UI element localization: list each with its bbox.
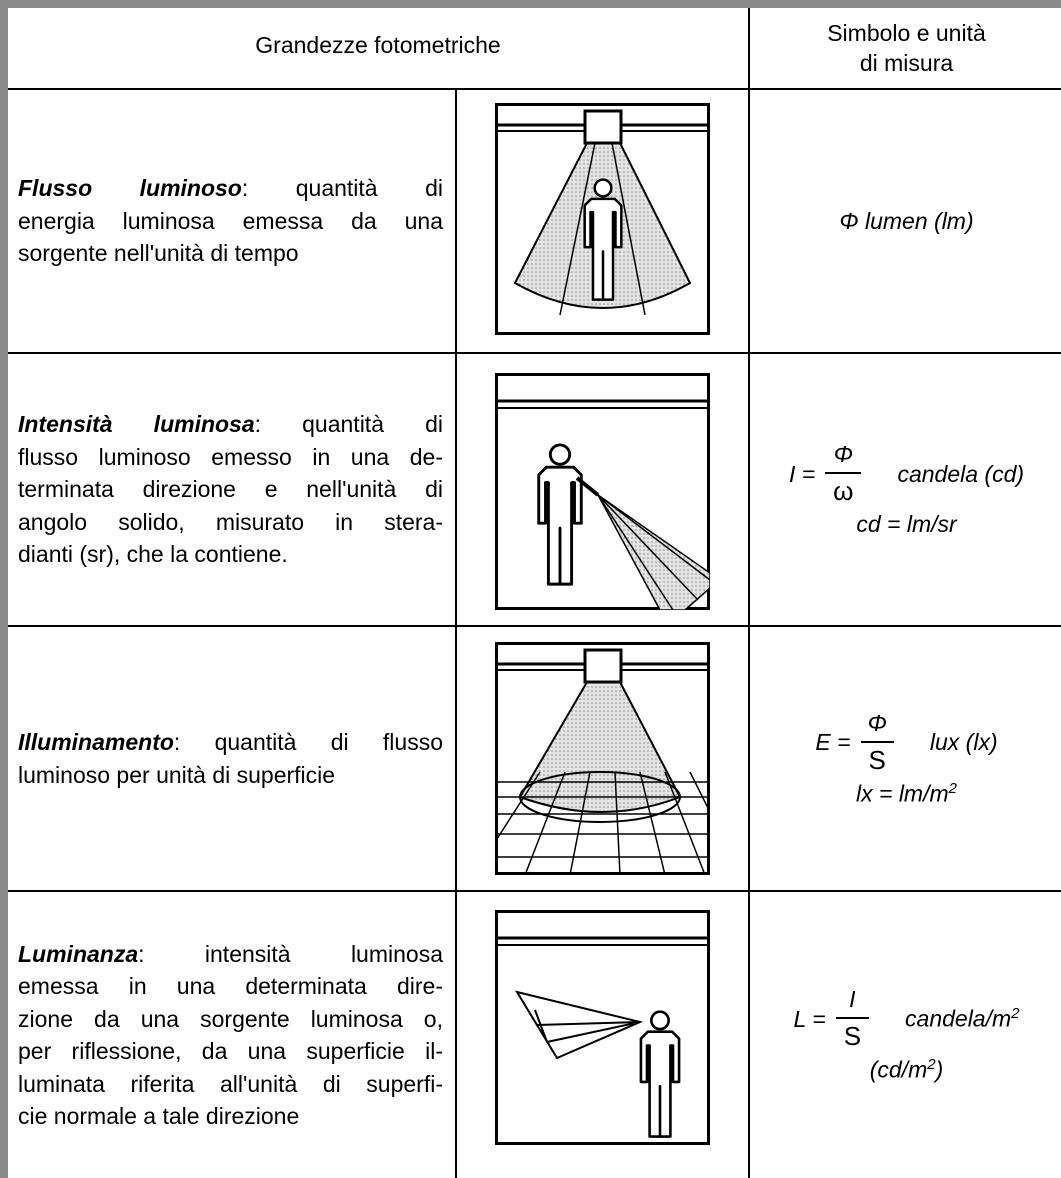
rule	[8, 352, 1061, 354]
denominator: ω	[825, 472, 862, 507]
definition-line: terminata direzione e nell'unità di	[18, 473, 443, 506]
text: candela (cd)	[897, 460, 1025, 487]
superscript: 2	[927, 1056, 936, 1074]
illustration	[495, 103, 710, 335]
illustration	[495, 642, 710, 875]
superscript: 2	[1011, 1005, 1020, 1023]
formula-lhs: L =	[793, 1005, 826, 1032]
numerator: Φ	[867, 709, 887, 736]
formula-lhs: E =	[815, 729, 851, 756]
denominator: S	[835, 1017, 870, 1052]
unit: candela/m2	[905, 1005, 1019, 1033]
definition: Intensità luminosa: quantità di flusso lu…	[18, 354, 443, 625]
unit-note: cd = lm/sr	[856, 511, 956, 538]
text: : quantità di	[241, 175, 444, 202]
text: )	[935, 1056, 944, 1083]
formula: Φ lumen (lm)	[839, 208, 973, 235]
text: zione da una sorgente luminosa o,	[18, 1005, 443, 1032]
term: Illuminamento	[18, 729, 174, 755]
header: Simbolo e unità di misura	[750, 18, 1061, 78]
definition: Flusso luminoso: quantità di energia lumi…	[18, 90, 443, 352]
header-text: Grandezze fotometriche	[255, 32, 501, 58]
rule	[8, 88, 1061, 90]
definition-line: Intensità luminosa: quantità di	[18, 408, 443, 441]
text: energia luminosa emessa da una	[18, 207, 443, 234]
definition: Luminanza: intensità luminosa emessa in u…	[18, 892, 443, 1178]
definition-line: luminata riferita all'unità di superfi-	[18, 1068, 443, 1101]
numerator: Φ	[833, 441, 853, 467]
text: per riflessione, da una superficie il-	[18, 1038, 443, 1064]
term: Flusso luminoso	[18, 175, 242, 202]
text: luminoso per unità di superficie	[18, 761, 336, 788]
text: lx = lm/m	[856, 780, 949, 807]
formula-lhs: I =	[788, 460, 816, 487]
text: : quantità di	[254, 411, 443, 438]
symbol: Φ lumen (lm)	[750, 90, 1061, 352]
unit: lux (lx)	[930, 729, 998, 756]
text: candela/m	[905, 1006, 1012, 1032]
superscript: 2	[948, 779, 957, 797]
definition-line: flusso luminoso emesso in una de-	[18, 441, 443, 474]
text: : quantità di flusso	[173, 729, 443, 755]
term: Intensità luminosa	[18, 411, 255, 438]
definition-line: zione da una sorgente luminosa o,	[18, 1003, 443, 1036]
definition-line: Luminanza: intensità luminosa	[18, 938, 443, 971]
definition-line: sorgente nell'unità di tempo	[18, 237, 443, 270]
numerator: I	[849, 986, 856, 1013]
definition-line: Illuminamento: quantità di flusso	[18, 726, 443, 759]
definition-line: emessa in una determinata dire-	[18, 970, 443, 1003]
text: : intensità luminosa	[138, 940, 443, 967]
header-text: di misura	[859, 50, 954, 76]
rule	[455, 88, 457, 1178]
illustration	[495, 373, 710, 610]
definition-line: per riflessione, da una superficie il-	[18, 1035, 443, 1068]
definition-line: angolo solido, misurato in stera-	[18, 506, 443, 539]
text: cie normale a tale direzione	[18, 1103, 300, 1129]
text: flusso luminoso emesso in una de-	[18, 443, 443, 470]
header: Grandezze fotometriche	[8, 30, 748, 60]
text: angolo solido, misurato in stera-	[18, 508, 443, 535]
rule	[8, 625, 1061, 627]
text: luminata riferita all'unità di superfi-	[18, 1070, 443, 1097]
definition-line: energia luminosa emessa da una	[18, 205, 443, 238]
definition-line: luminoso per unità di superficie	[18, 759, 443, 792]
text: terminata direzione e nell'unità di	[18, 476, 443, 503]
header-text: Simbolo e unità	[827, 20, 986, 46]
text: (cd/m	[869, 1056, 928, 1083]
text: Φ lumen (lm)	[839, 207, 974, 234]
illustration	[495, 910, 710, 1145]
text: sorgente nell'unità di tempo	[18, 240, 299, 267]
definition: Illuminamento: quantità di flusso luminos…	[18, 627, 443, 890]
term: Luminanza	[18, 940, 139, 967]
unit-note: (cd/m2)	[870, 1056, 944, 1084]
text: cd = lm/sr	[856, 511, 957, 537]
text: dianti (sr), che la contiene.	[18, 541, 288, 568]
text: emessa in una determinata dire-	[18, 973, 443, 999]
unit-note: lx = lm/m2	[856, 780, 957, 808]
denominator: S	[860, 740, 894, 776]
text: lux (lx)	[929, 729, 998, 756]
definition-line: Flusso luminoso: quantità di	[18, 172, 443, 205]
definition-line: dianti (sr), che la contiene.	[18, 538, 443, 571]
rule	[8, 890, 1061, 892]
definition-line: cie normale a tale direzione	[18, 1100, 443, 1133]
unit: candela (cd)	[897, 461, 1024, 488]
rule	[748, 8, 750, 1178]
